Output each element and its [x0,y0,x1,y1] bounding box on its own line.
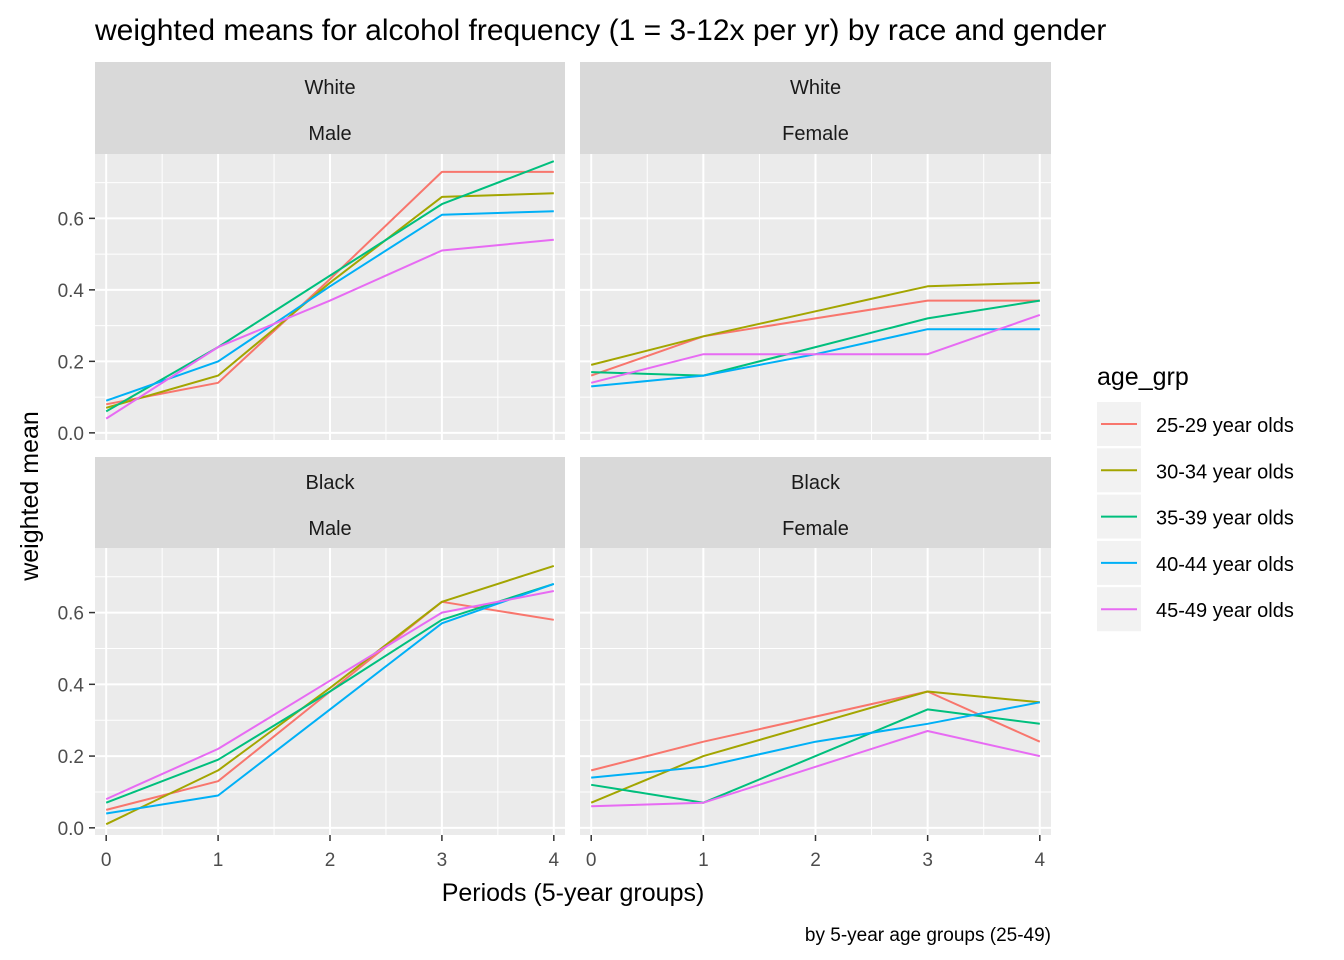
facet-label-gender: Female [782,518,849,540]
chart-title: weighted means for alcohol frequency (1 … [94,14,1106,47]
series-line-35-39-white-male [105,160,555,413]
legend: age_grp 25-29 year olds 30-34 year olds 35-… [1097,363,1294,632]
series-line-30-34-black-male [105,564,555,826]
series-line-40-44-white-male [105,210,554,402]
panel-black-female: Black Female [580,457,1051,835]
series-line-45-49-black-male [105,590,554,801]
x-tick-label: 1 [213,850,224,871]
panel-white-female: White Female [580,62,1051,440]
series-line-30-34-white-female [590,281,1040,366]
facet-label-race: Black [306,472,356,494]
gridlines [580,154,1051,440]
x-tick-label: 2 [810,850,821,871]
legend-item: 35-39 year olds [1097,494,1294,539]
series-line-45-49-black-female [591,730,1041,808]
y-axis-label: weighted mean [16,411,44,582]
y-tick-label: 0.6 [58,604,84,625]
facet-strip [95,457,565,548]
legend-item: 30-34 year olds [1097,448,1294,493]
legend-label: 30-34 year olds [1156,461,1294,483]
x-tick-label: 4 [549,850,560,871]
y-tick-label: 0.0 [58,424,84,445]
legend-item: 25-29 year olds [1097,402,1294,446]
x-tick-label: 3 [922,850,933,871]
panel-white-male: White Male [95,62,565,440]
series-line-25-29-white-female [590,299,1040,377]
legend-label: 35-39 year olds [1156,508,1294,530]
facet-strip [580,62,1051,154]
series-line-40-44-black-male [106,582,555,815]
axes: 0.0 0.2 0.4 0.6 0.0 0.2 0.4 0.6 0 1 2 3 4 0 1 2 3 4 [58,209,1046,871]
series-line-45-49-white-female [590,313,1041,384]
series-line-30-34-white-male [105,192,554,409]
x-tick-label: 2 [325,850,336,871]
series-line-35-39-black-female [591,708,1040,804]
legend-title: age_grp [1097,363,1189,391]
series-line-30-34-black-female [590,690,1040,804]
y-tick-label: 0.6 [58,209,84,230]
series-line-25-29-black-female [590,690,1041,772]
panel-black-male: Black Male [95,457,565,835]
series-line-35-39-white-female [591,299,1040,377]
series-line-25-29-white-male [106,170,554,406]
legend-item: 40-44 year olds [1097,540,1294,585]
y-tick-label: 0.4 [58,281,85,302]
x-tick-label: 1 [698,850,709,871]
facet-strip [95,62,565,154]
series-line-40-44-black-female [591,701,1040,779]
legend-label: 25-29 year olds [1156,415,1294,437]
x-tick-label: 0 [586,850,597,871]
series-line-35-39-black-male [105,582,555,804]
y-tick-label: 0.4 [58,675,85,696]
facet-strip [580,457,1051,548]
facet-label-gender: Male [308,123,351,145]
chart-caption: by 5-year age groups (25-49) [805,925,1051,946]
x-axis-label: Periods (5-year groups) [442,879,705,907]
gridlines [580,548,1051,835]
gridlines [95,548,565,835]
legend-label: 45-49 year olds [1156,600,1294,622]
facet-label-gender: Male [308,518,351,540]
x-tick-label: 0 [101,850,112,871]
legend-label: 40-44 year olds [1156,554,1294,576]
legend-item: 45-49 year olds [1097,587,1294,632]
x-tick-label: 4 [1034,850,1045,871]
y-tick-label: 0.2 [58,747,84,768]
facet-label-gender: Female [782,123,849,145]
y-tick-label: 0.0 [58,819,84,840]
y-tick-label: 0.2 [58,352,84,373]
x-tick-label: 3 [437,850,448,871]
gridlines [95,154,565,440]
series-line-45-49-white-male [105,238,554,420]
facet-label-race: Black [791,472,841,494]
facet-panels: White Male White Female Black Male Black Female [95,62,1051,835]
facet-label-race: White [304,77,355,99]
facet-label-race: White [790,77,841,99]
